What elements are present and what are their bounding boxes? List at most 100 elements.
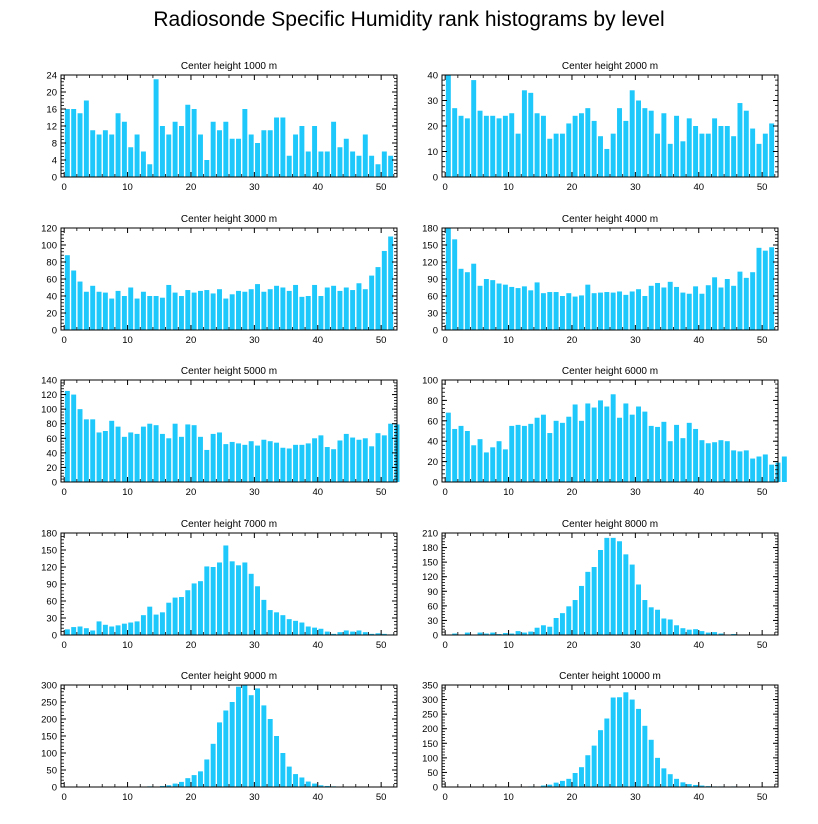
histogram-bar <box>629 414 635 482</box>
histogram-bar <box>229 561 235 635</box>
histogram-bar <box>509 425 515 482</box>
histogram-bar <box>280 753 286 787</box>
histogram-bar <box>718 287 724 330</box>
histogram-bar <box>293 620 299 635</box>
histogram-bar <box>579 767 584 787</box>
histogram-bar <box>471 80 477 177</box>
histogram-bar <box>661 113 667 177</box>
x-tick-label: 10 <box>122 487 133 498</box>
y-tick-label: 210 <box>422 529 438 540</box>
histogram-bar <box>166 602 172 635</box>
y-tick-label: 100 <box>422 753 438 764</box>
y-tick-label: 30 <box>427 616 438 627</box>
histogram-bar <box>140 151 146 177</box>
histogram-bar <box>356 630 362 635</box>
panel-title: Center height 7000 m <box>181 519 277 530</box>
histogram-bar <box>762 133 768 177</box>
histogram-bar <box>223 121 229 177</box>
histogram-bar <box>642 108 648 177</box>
histogram-bar <box>236 686 241 787</box>
histogram-bar <box>236 138 241 177</box>
histogram-bar <box>737 271 743 330</box>
histogram-bar <box>579 295 584 330</box>
histogram-bar <box>229 702 235 787</box>
histogram-bar <box>540 115 546 177</box>
histogram-bar <box>255 586 260 635</box>
histogram-bar <box>540 414 546 482</box>
histogram-bar <box>623 120 629 177</box>
histogram-bar <box>324 785 330 787</box>
histogram-bar <box>585 755 591 787</box>
histogram-bar <box>636 406 641 482</box>
y-tick-label: 90 <box>427 587 438 598</box>
histogram-bar <box>553 782 559 787</box>
histogram-bar <box>109 298 115 330</box>
plot-frame <box>60 532 398 636</box>
panel-4: Center height 4000 m 0 30 60 90 120 150 180 0 10 2… <box>422 214 779 346</box>
histogram-bar <box>331 633 337 635</box>
x-tick-label: 50 <box>757 487 768 498</box>
histogram-bar <box>140 291 146 330</box>
y-tick-label: 0 <box>433 326 438 337</box>
histogram-bar <box>623 692 629 787</box>
histogram-bar <box>210 293 216 330</box>
y-tick-label: 250 <box>41 698 57 709</box>
x-tick-label: 20 <box>186 487 197 498</box>
x-tick-label: 0 <box>62 335 67 346</box>
x-tick-label: 10 <box>503 640 514 651</box>
histogram-bar <box>242 562 248 635</box>
histogram-bar <box>64 390 70 482</box>
panel-title: Center height 3000 m <box>181 214 277 225</box>
histogram-bar <box>337 147 343 177</box>
histogram-bar <box>667 143 673 177</box>
histogram-bar <box>591 120 597 177</box>
histogram-bar <box>362 632 368 635</box>
histogram-bar <box>191 775 197 787</box>
histogram-bar <box>636 708 641 787</box>
histogram-bar <box>731 285 737 330</box>
histogram-bar <box>585 403 591 482</box>
histogram-bar <box>77 626 83 635</box>
histogram-bar <box>490 280 496 330</box>
histogram-bar <box>559 133 565 177</box>
histogram-bar <box>464 272 470 330</box>
histogram-bar <box>661 768 667 787</box>
histogram-bar <box>515 424 521 482</box>
histogram-bar <box>680 292 686 330</box>
histogram-bar <box>547 626 553 635</box>
histogram-bar <box>128 432 134 482</box>
histogram-bar <box>572 115 578 177</box>
histogram-bar <box>293 134 299 177</box>
y-tick-label: 30 <box>427 309 438 320</box>
x-tick-label: 50 <box>376 335 387 346</box>
histogram-bar <box>71 394 77 482</box>
histogram-bar <box>667 281 673 330</box>
histogram-bar <box>540 625 546 635</box>
histogram-bar <box>490 115 496 177</box>
histogram-bar <box>153 425 159 482</box>
histogram-bar <box>343 433 349 482</box>
histogram-bar <box>312 438 318 482</box>
histogram-bar <box>121 296 127 330</box>
histogram-bar <box>153 79 159 177</box>
histogram-bar <box>178 597 184 635</box>
histogram-bar <box>743 450 749 482</box>
y-tick-label: 0 <box>52 783 57 794</box>
histogram-bar <box>718 633 724 635</box>
histogram-bar <box>337 632 343 635</box>
y-tick-label: 180 <box>422 543 438 554</box>
histogram-bar <box>610 394 616 482</box>
histogram-bar <box>134 134 140 177</box>
x-tick-label: 50 <box>757 640 768 651</box>
y-tick-label: 16 <box>46 105 57 116</box>
histogram-bar <box>623 554 629 635</box>
panel-title: Center height 4000 m <box>562 214 658 225</box>
histogram-bar <box>661 421 667 482</box>
histogram-bar <box>280 117 286 177</box>
y-tick-label: 0 <box>433 478 438 489</box>
y-tick-label: 0 <box>52 478 57 489</box>
histogram-bar <box>636 100 641 177</box>
histogram-bar <box>540 293 546 330</box>
histogram-bar <box>178 781 184 787</box>
histogram-bar <box>147 423 153 482</box>
